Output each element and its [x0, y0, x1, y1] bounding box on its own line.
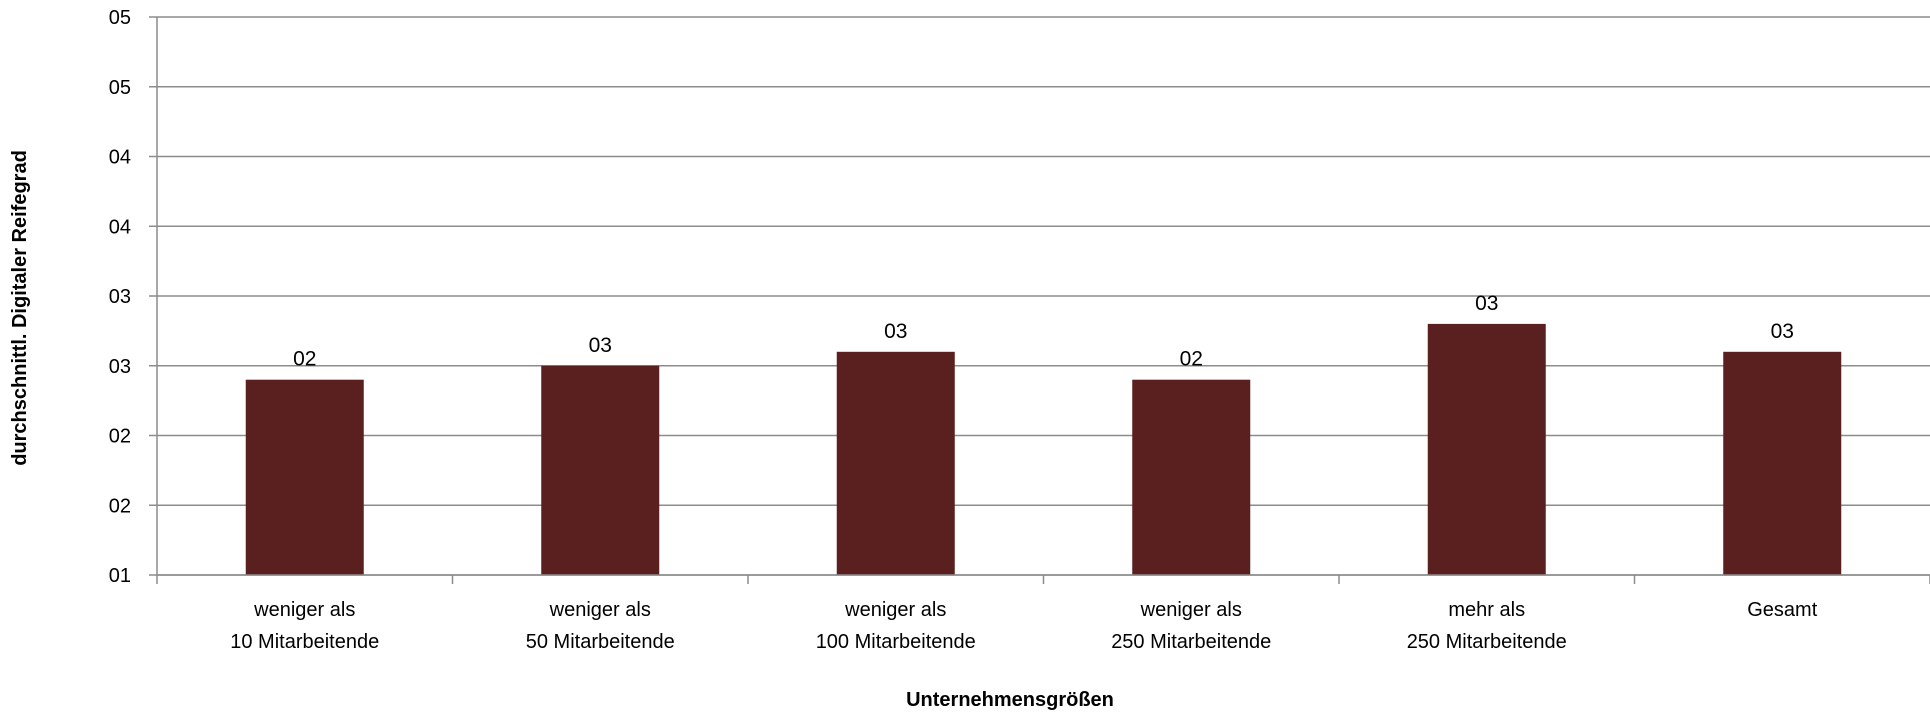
y-tick-label: 02 — [109, 495, 131, 517]
data-label: 03 — [1771, 320, 1794, 343]
bar — [1132, 379, 1251, 575]
bar — [836, 351, 955, 575]
data-label: 03 — [589, 334, 612, 357]
bar — [1723, 351, 1842, 575]
data-label: 02 — [293, 348, 316, 371]
y-tick-label: 01 — [109, 565, 131, 587]
y-axis-title: durchschnittl. Digitaler Reifegrad — [9, 150, 31, 466]
x-tick-label: weniger als 250 Mitarbeitende — [1111, 599, 1271, 653]
data-labels: 02 03 03 02 03 03 — [293, 292, 1794, 371]
data-label: 03 — [884, 320, 907, 343]
x-tick-label: weniger als 10 Mitarbeitende — [230, 599, 379, 653]
y-tick-label: 05 — [109, 7, 131, 29]
bar — [541, 365, 660, 575]
x-tick-label: mehr als 250 Mitarbeitende — [1407, 599, 1567, 653]
y-tick-label: 02 — [109, 426, 131, 448]
y-tick-label: 04 — [109, 147, 131, 169]
gridlines — [157, 16, 1930, 576]
y-tick-label: 03 — [109, 356, 131, 378]
y-tick-label: 03 — [109, 286, 131, 308]
bar — [245, 379, 364, 575]
x-tick-label: weniger als 50 Mitarbeitende — [526, 599, 675, 653]
x-axis-title: Unternehmensgrößen — [906, 689, 1114, 711]
bar — [1427, 323, 1546, 575]
data-label: 03 — [1475, 292, 1498, 315]
x-axis: weniger als 10 Mitarbeitende weniger als 50… — [156, 17, 1930, 653]
data-label: 02 — [1180, 348, 1203, 371]
y-axis-ticks: 01 02 02 03 03 04 04 05 05 — [109, 7, 157, 587]
y-tick-label: 05 — [109, 77, 131, 99]
bars — [245, 323, 1842, 575]
x-tick-label: Gesamt — [1747, 599, 1817, 621]
y-tick-label: 04 — [109, 216, 131, 238]
x-tick-label: weniger als 100 Mitarbeitende — [816, 599, 976, 653]
